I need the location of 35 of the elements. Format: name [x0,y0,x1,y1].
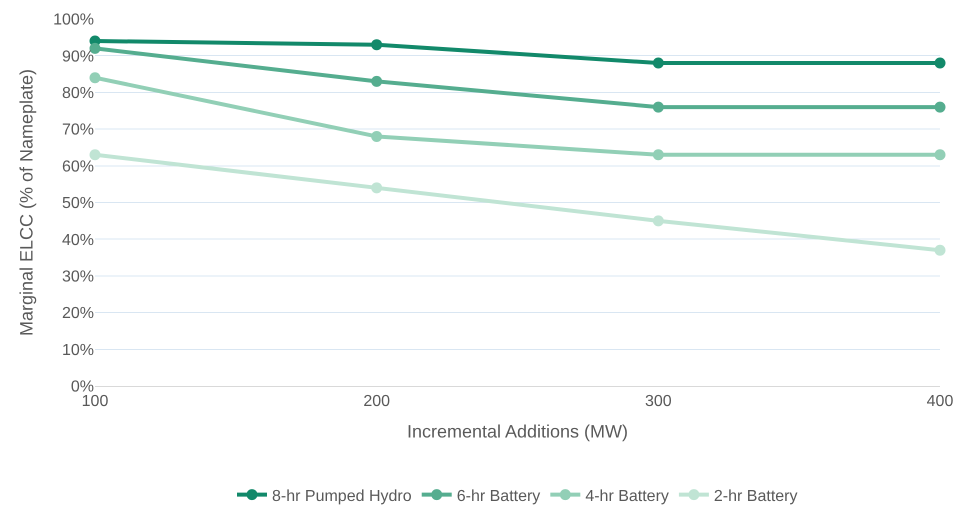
point [90,72,100,84]
legend-label: 2-hr Battery [714,488,798,505]
point [652,215,664,226]
x-tick-label: 300 [644,393,672,410]
point [652,102,664,113]
x-tick-label: 400 [926,393,954,410]
point [371,130,382,142]
y-axis-title: Marginal ELCC (% of Nameplate) [16,68,36,336]
y-tick-label: 30% [62,268,94,286]
point [934,244,946,256]
y-tick-label: 50% [62,195,94,212]
legend-label: 6-hr Battery [456,488,540,505]
point [934,102,946,113]
point [371,182,382,194]
point [652,58,664,69]
x-tick-label: 200 [363,393,390,410]
point [371,76,382,87]
y-tick-label: 40% [62,232,94,249]
point [371,39,382,50]
y-tick-label: 0% [70,378,94,396]
x-tick-label: 100 [82,393,108,410]
y-tick-label: 10% [62,342,94,359]
legend-label: 8-hr Pumped Hydro [272,488,412,505]
y-tick-label: 100% [53,12,94,29]
point [90,149,100,160]
point [934,58,946,69]
y-tick-label: 60% [62,158,94,176]
y-tick-label: 80% [62,85,94,102]
x-axis-title: Incremental Additions (MW) [406,421,628,442]
y-tick-label: 70% [62,122,94,139]
point [934,149,946,160]
point [652,149,664,160]
legend-label: 4-hr Battery [585,488,669,505]
y-tick-label: 20% [62,305,94,322]
y-tick-label: 90% [62,48,94,66]
